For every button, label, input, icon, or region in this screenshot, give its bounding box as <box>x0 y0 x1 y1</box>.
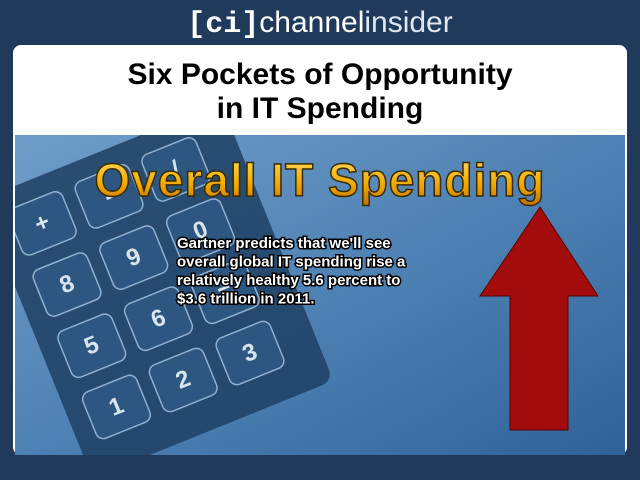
slide-body: Gartner predicts that we'll see overall g… <box>176 234 408 310</box>
logo: [ci]channelinsider <box>187 6 452 42</box>
calculator-key <box>74 164 144 229</box>
logo-suffix: insider <box>364 6 452 39</box>
body-line: $3.6 trillion in 2011. <box>177 291 315 308</box>
calculator-key <box>99 225 169 290</box>
title-line: in IT Spending <box>217 92 424 125</box>
calculator-key <box>15 190 77 256</box>
body-line: overall global IT spending rise a <box>177 254 406 271</box>
calculator-key <box>165 198 236 263</box>
calculator-key <box>215 320 285 386</box>
calculator-key <box>32 252 102 317</box>
calculator-key <box>148 347 218 413</box>
title-line: Six Pockets of Opportunity <box>127 58 512 91</box>
calculator-key <box>123 286 194 352</box>
calculator-key <box>81 374 152 440</box>
body-line: Gartner predicts that we'll see <box>177 235 391 252</box>
up-arrow <box>479 206 599 431</box>
calculator-key <box>141 137 211 202</box>
calculator-key <box>190 259 260 325</box>
slide-heading: Overall IT Spending <box>95 154 546 206</box>
logo-brand: channel <box>259 6 364 39</box>
body-line: relatively healthy 5.6 percent to <box>177 272 400 289</box>
calculator-key <box>57 313 127 379</box>
logo-bracket: [ci] <box>187 8 259 42</box>
